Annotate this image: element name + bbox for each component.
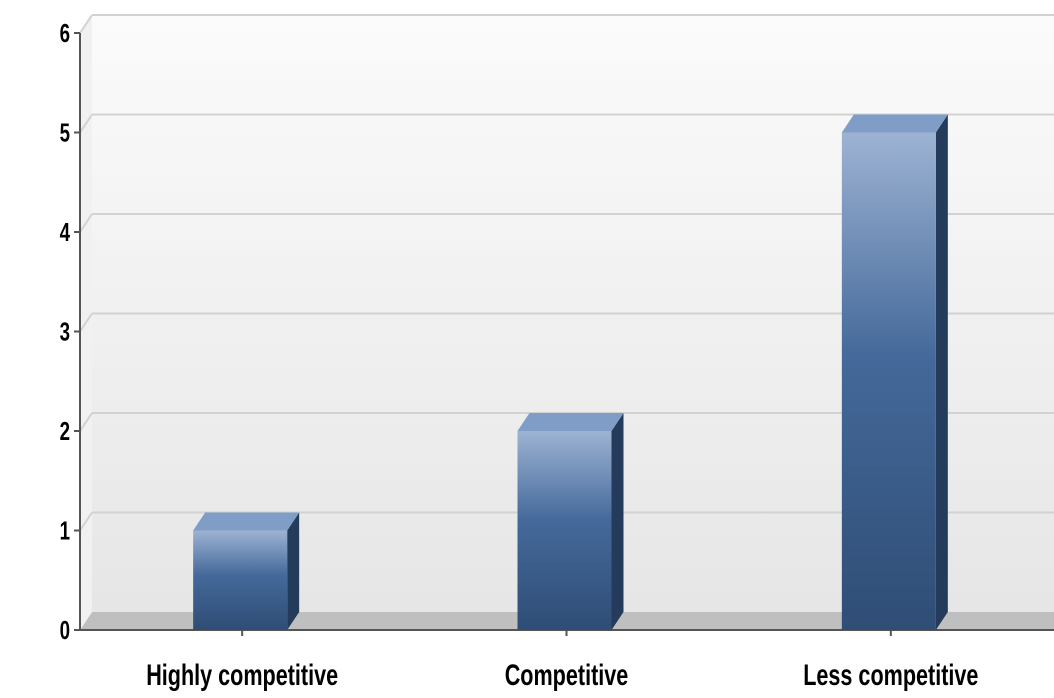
gridline-diagonal [79, 113, 93, 134]
bar-side [611, 413, 624, 630]
y-tick-label: 4 [60, 217, 71, 247]
x-tick-label: Highly competitive [146, 657, 338, 691]
bar-front [193, 530, 288, 630]
bar-top [517, 413, 624, 431]
bar-front [517, 431, 612, 630]
bar [517, 413, 624, 630]
y-tick-label: 1 [60, 515, 70, 545]
y-tick-label: 0 [60, 615, 70, 645]
bar [193, 512, 300, 630]
bar-top [841, 114, 948, 133]
x-tick-label: Less competitive [803, 657, 978, 691]
bar-top [193, 512, 300, 531]
gridline-diagonal [79, 511, 93, 532]
bar-side [935, 114, 948, 630]
y-tick-label: 3 [60, 316, 70, 346]
bar [841, 114, 948, 630]
bar-front [841, 132, 936, 630]
x-axis-tick-labels: Highly competitive Competitive Less compet… [146, 657, 978, 691]
y-axis-tick-labels: 0 1 2 3 4 5 6 [60, 18, 71, 645]
y-tick-label: 2 [60, 416, 70, 446]
bars [193, 114, 948, 630]
y-tick-label: 5 [60, 117, 70, 147]
bar-side [287, 512, 300, 630]
y-tick-label: 6 [60, 18, 70, 48]
x-tick-label: Competitive [505, 657, 629, 691]
gridline-diagonal [79, 213, 93, 233]
gridline-diagonal [79, 14, 93, 34]
gridline-diagonal [79, 412, 93, 432]
gridline-diagonal [79, 312, 93, 333]
